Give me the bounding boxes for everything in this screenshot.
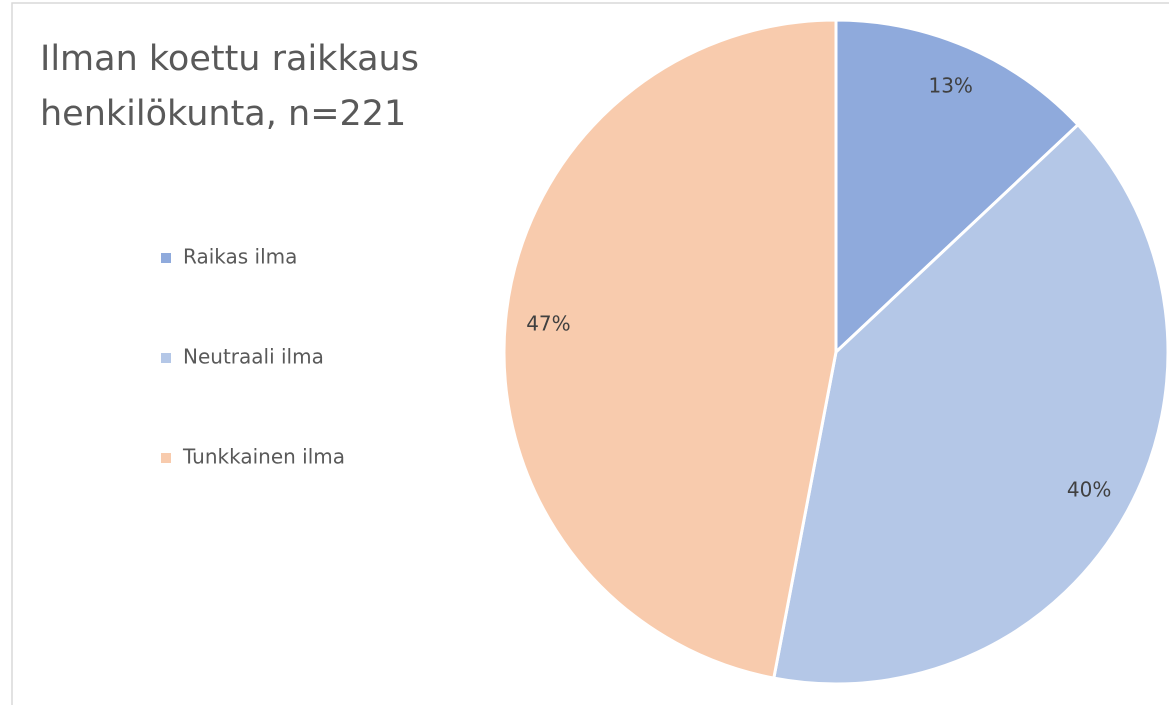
data-label: 13% bbox=[928, 73, 972, 97]
legend-label: Tunkkainen ilma bbox=[182, 445, 345, 469]
data-label: 40% bbox=[1067, 478, 1111, 502]
pie-slice bbox=[502, 18, 838, 680]
legend-marker bbox=[161, 453, 171, 463]
legend-marker bbox=[161, 253, 171, 263]
data-label: 47% bbox=[526, 311, 570, 335]
chart-frame bbox=[11, 2, 1169, 705]
pie-slice bbox=[772, 122, 1169, 686]
pie-slice bbox=[834, 18, 1081, 356]
legend-label: Neutraali ilma bbox=[183, 345, 324, 369]
chart-title: henkilökunta, n=221 bbox=[40, 94, 406, 134]
legend-label: Raikas ilma bbox=[183, 245, 297, 269]
legend-marker bbox=[161, 353, 171, 363]
chart-title: Ilman koettu raikkaus bbox=[40, 39, 419, 79]
